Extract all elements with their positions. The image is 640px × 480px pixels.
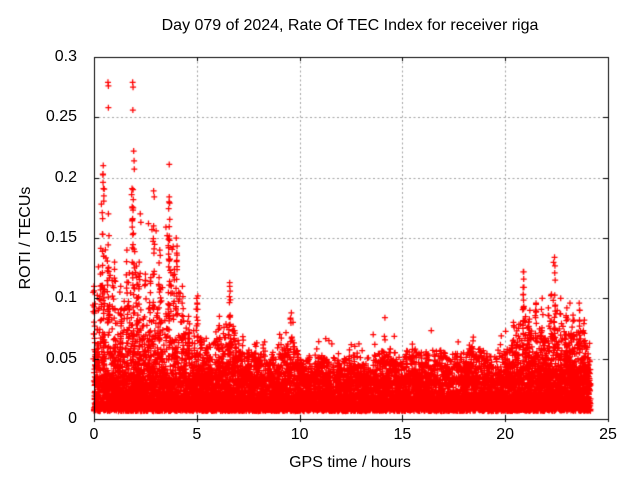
x-tick-label: 5 — [192, 426, 202, 443]
x-tick-label: 10 — [290, 426, 309, 443]
x-axis-title: GPS time / hours — [289, 454, 411, 471]
y-tick-label: 0 — [68, 410, 77, 427]
y-tick-label: 0.15 — [45, 229, 77, 246]
x-tick-label: 25 — [599, 426, 617, 443]
x-tick-label: 0 — [89, 426, 99, 443]
y-tick-label: 0.1 — [54, 289, 77, 307]
y-tick-label: 0.3 — [54, 48, 77, 65]
y-tick-label: 0.05 — [45, 349, 77, 367]
x-tick-label: 20 — [496, 426, 515, 443]
y-tick-label: 0.2 — [54, 168, 77, 186]
y-tick-label: 0.25 — [45, 108, 77, 126]
x-tick-label: 15 — [393, 426, 412, 443]
